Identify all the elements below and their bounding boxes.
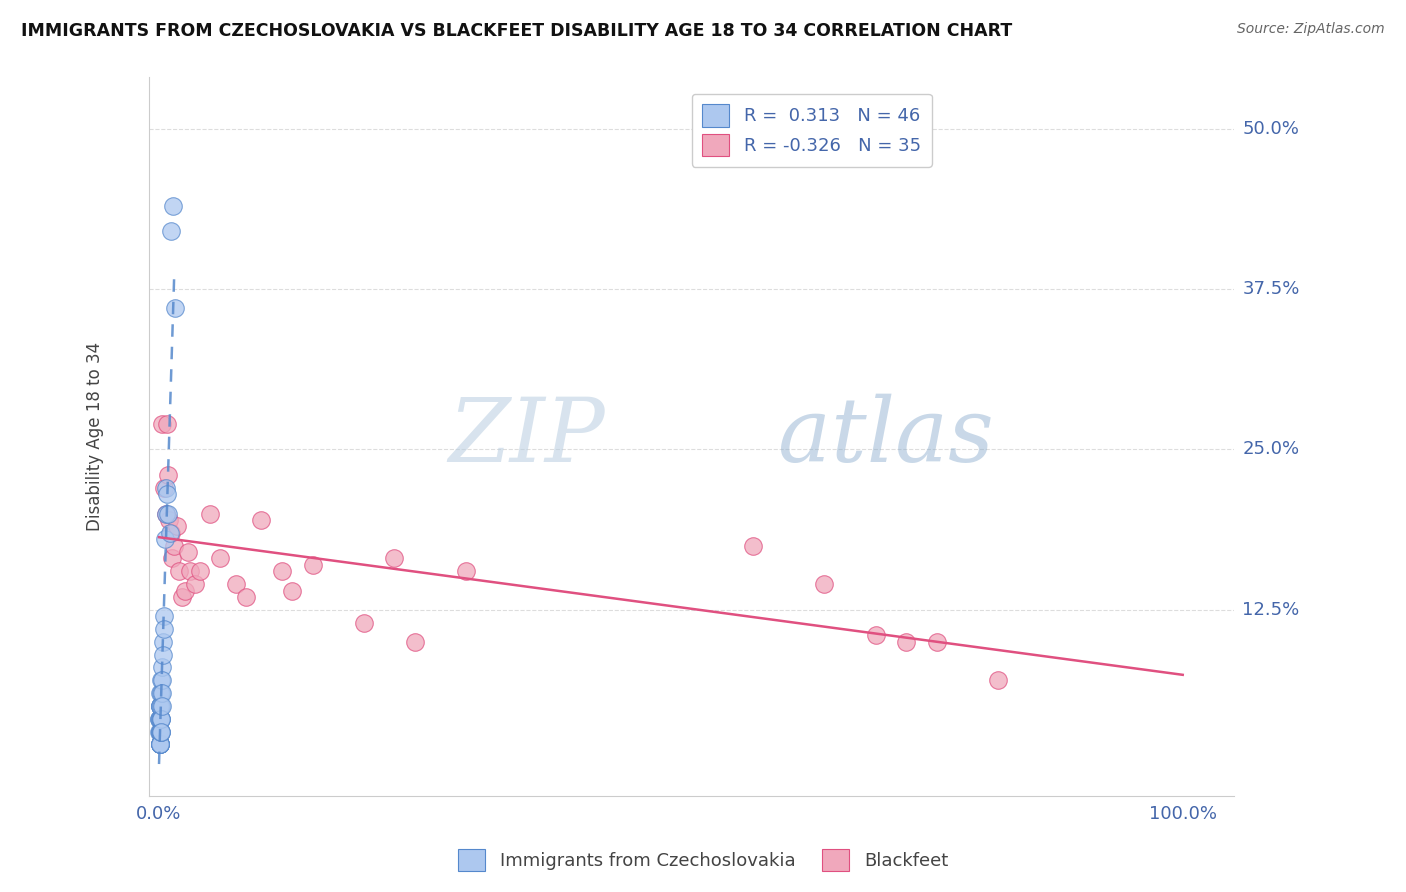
Point	[148, 712, 170, 726]
Point	[148, 724, 170, 739]
Point	[150, 686, 173, 700]
Point	[149, 712, 172, 726]
Point	[270, 564, 292, 578]
Text: Source: ZipAtlas.com: Source: ZipAtlas.com	[1237, 22, 1385, 37]
Point	[155, 507, 177, 521]
Point	[149, 712, 172, 726]
Point	[179, 564, 201, 578]
Text: atlas: atlas	[778, 393, 994, 480]
Point	[149, 738, 172, 752]
Point	[149, 738, 172, 752]
Point	[153, 609, 176, 624]
Point	[150, 417, 173, 431]
Point	[160, 525, 183, 540]
Point	[384, 551, 406, 566]
Point	[149, 738, 172, 752]
Point	[149, 724, 172, 739]
Point	[150, 673, 173, 688]
Point	[865, 628, 887, 642]
Point	[169, 564, 191, 578]
Point	[155, 481, 177, 495]
Point	[150, 660, 173, 674]
Point	[162, 199, 184, 213]
Point	[301, 558, 323, 572]
Point	[250, 513, 273, 527]
Point	[152, 635, 174, 649]
Point	[150, 686, 173, 700]
Text: 12.5%: 12.5%	[1243, 601, 1299, 619]
Point	[150, 724, 173, 739]
Point	[150, 673, 173, 688]
Point	[149, 738, 172, 752]
Text: 50.0%: 50.0%	[1243, 120, 1299, 137]
Point	[184, 577, 207, 591]
Point	[153, 533, 176, 547]
Point	[150, 698, 173, 713]
Point	[149, 698, 172, 713]
Point	[925, 635, 948, 649]
Text: 25.0%: 25.0%	[1243, 441, 1299, 458]
Point	[987, 673, 1010, 688]
Point	[149, 738, 172, 752]
Text: 37.5%: 37.5%	[1243, 280, 1299, 298]
Point	[176, 545, 198, 559]
Point	[149, 738, 172, 752]
Point	[188, 564, 211, 578]
Point	[149, 698, 172, 713]
Legend: Immigrants from Czechoslovakia, Blackfeet: Immigrants from Czechoslovakia, Blackfee…	[451, 842, 955, 879]
Point	[148, 712, 170, 726]
Text: IMMIGRANTS FROM CZECHOSLOVAKIA VS BLACKFEET DISABILITY AGE 18 TO 34 CORRELATION : IMMIGRANTS FROM CZECHOSLOVAKIA VS BLACKF…	[21, 22, 1012, 40]
Point	[173, 583, 195, 598]
Point	[160, 224, 183, 238]
Point	[153, 481, 176, 495]
Point	[165, 301, 187, 316]
Point	[149, 724, 172, 739]
Point	[353, 615, 375, 630]
Point	[152, 648, 174, 662]
Point	[209, 551, 232, 566]
Text: Disability Age 18 to 34: Disability Age 18 to 34	[86, 342, 104, 531]
Point	[157, 513, 180, 527]
Point	[150, 712, 173, 726]
Point	[163, 539, 186, 553]
Point	[896, 635, 918, 649]
Point	[153, 622, 176, 636]
Point	[157, 468, 180, 483]
Text: ZIP: ZIP	[449, 393, 605, 480]
Point	[281, 583, 304, 598]
Point	[149, 724, 172, 739]
Point	[404, 635, 426, 649]
Point	[166, 519, 188, 533]
Point	[741, 539, 763, 553]
Point	[149, 686, 172, 700]
Point	[149, 712, 172, 726]
Point	[162, 551, 184, 566]
Point	[150, 698, 173, 713]
Point	[225, 577, 247, 591]
Point	[149, 712, 172, 726]
Point	[149, 738, 172, 752]
Legend: R =  0.313   N = 46, R = -0.326   N = 35: R = 0.313 N = 46, R = -0.326 N = 35	[692, 94, 932, 167]
Point	[149, 724, 172, 739]
Point	[813, 577, 835, 591]
Point	[149, 698, 172, 713]
Point	[148, 724, 170, 739]
Point	[235, 590, 257, 604]
Point	[200, 507, 222, 521]
Point	[159, 525, 181, 540]
Point	[156, 417, 179, 431]
Point	[156, 487, 179, 501]
Point	[157, 507, 180, 521]
Point	[155, 507, 177, 521]
Point	[149, 698, 172, 713]
Point	[170, 590, 193, 604]
Point	[456, 564, 478, 578]
